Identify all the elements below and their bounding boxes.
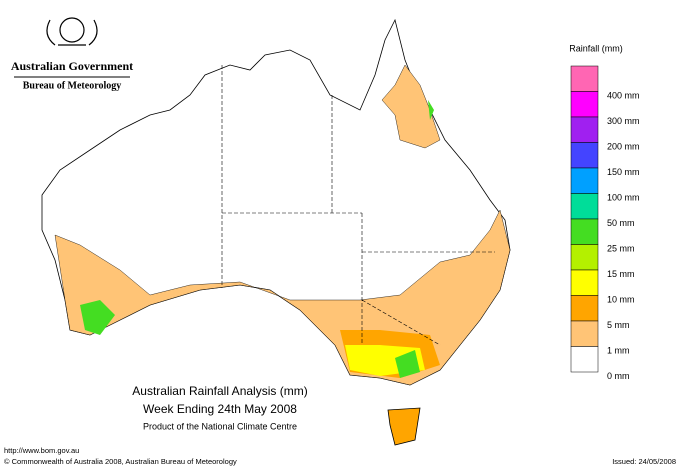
legend-swatch	[570, 269, 599, 296]
legend-swatch	[570, 142, 599, 169]
rain-1mm-north	[381, 64, 441, 149]
legend-label: 150 mm	[607, 167, 640, 177]
crest	[46, 17, 98, 46]
legend: 400 mm 300 mm 200 mm 150 mm 100 mm 50 mm 25 mm…	[570, 65, 640, 381]
agency-name: Bureau of Meteorology	[23, 80, 122, 91]
legend-label: 0 mm	[607, 371, 630, 381]
government-name: Australian Government	[11, 59, 133, 73]
map	[41, 18, 511, 446]
state-borders	[221, 65, 495, 346]
legend-title: Rainfall (mm)	[569, 43, 623, 53]
legend-label: 200 mm	[607, 141, 640, 151]
map-subtitle: Week Ending 24th May 2008	[143, 402, 297, 416]
legend-label: 400 mm	[607, 90, 640, 100]
legend-swatch	[570, 91, 599, 118]
legend-swatch	[570, 346, 599, 373]
legend-label: 300 mm	[607, 116, 640, 126]
legend-swatch	[570, 244, 599, 271]
legend-label: 5 mm	[607, 320, 630, 330]
legend-swatch	[570, 167, 599, 194]
legend-swatch	[570, 65, 599, 92]
map-credit: Product of the National Climate Centre	[143, 421, 297, 431]
map-title: Australian Rainfall Analysis (mm)	[132, 384, 307, 398]
footer-issued: Issued: 24/05/2008	[612, 457, 676, 466]
legend-label: 10 mm	[607, 294, 635, 304]
legend-swatch	[570, 295, 599, 322]
legend-label: 50 mm	[607, 218, 635, 228]
legend-swatch	[570, 193, 599, 220]
legend-label: 100 mm	[607, 192, 640, 202]
legend-swatch	[570, 320, 599, 347]
legend-label: 1 mm	[607, 345, 630, 355]
tasmania	[387, 407, 421, 446]
legend-label: 15 mm	[607, 269, 635, 279]
footer-copyright: © Commonwealth of Australia 2008, Austra…	[4, 457, 237, 466]
footer-url[interactable]: http://www.bom.gov.au	[4, 446, 79, 455]
legend-label: 25 mm	[607, 243, 635, 253]
legend-swatch	[570, 218, 599, 245]
legend-swatch	[570, 116, 599, 143]
